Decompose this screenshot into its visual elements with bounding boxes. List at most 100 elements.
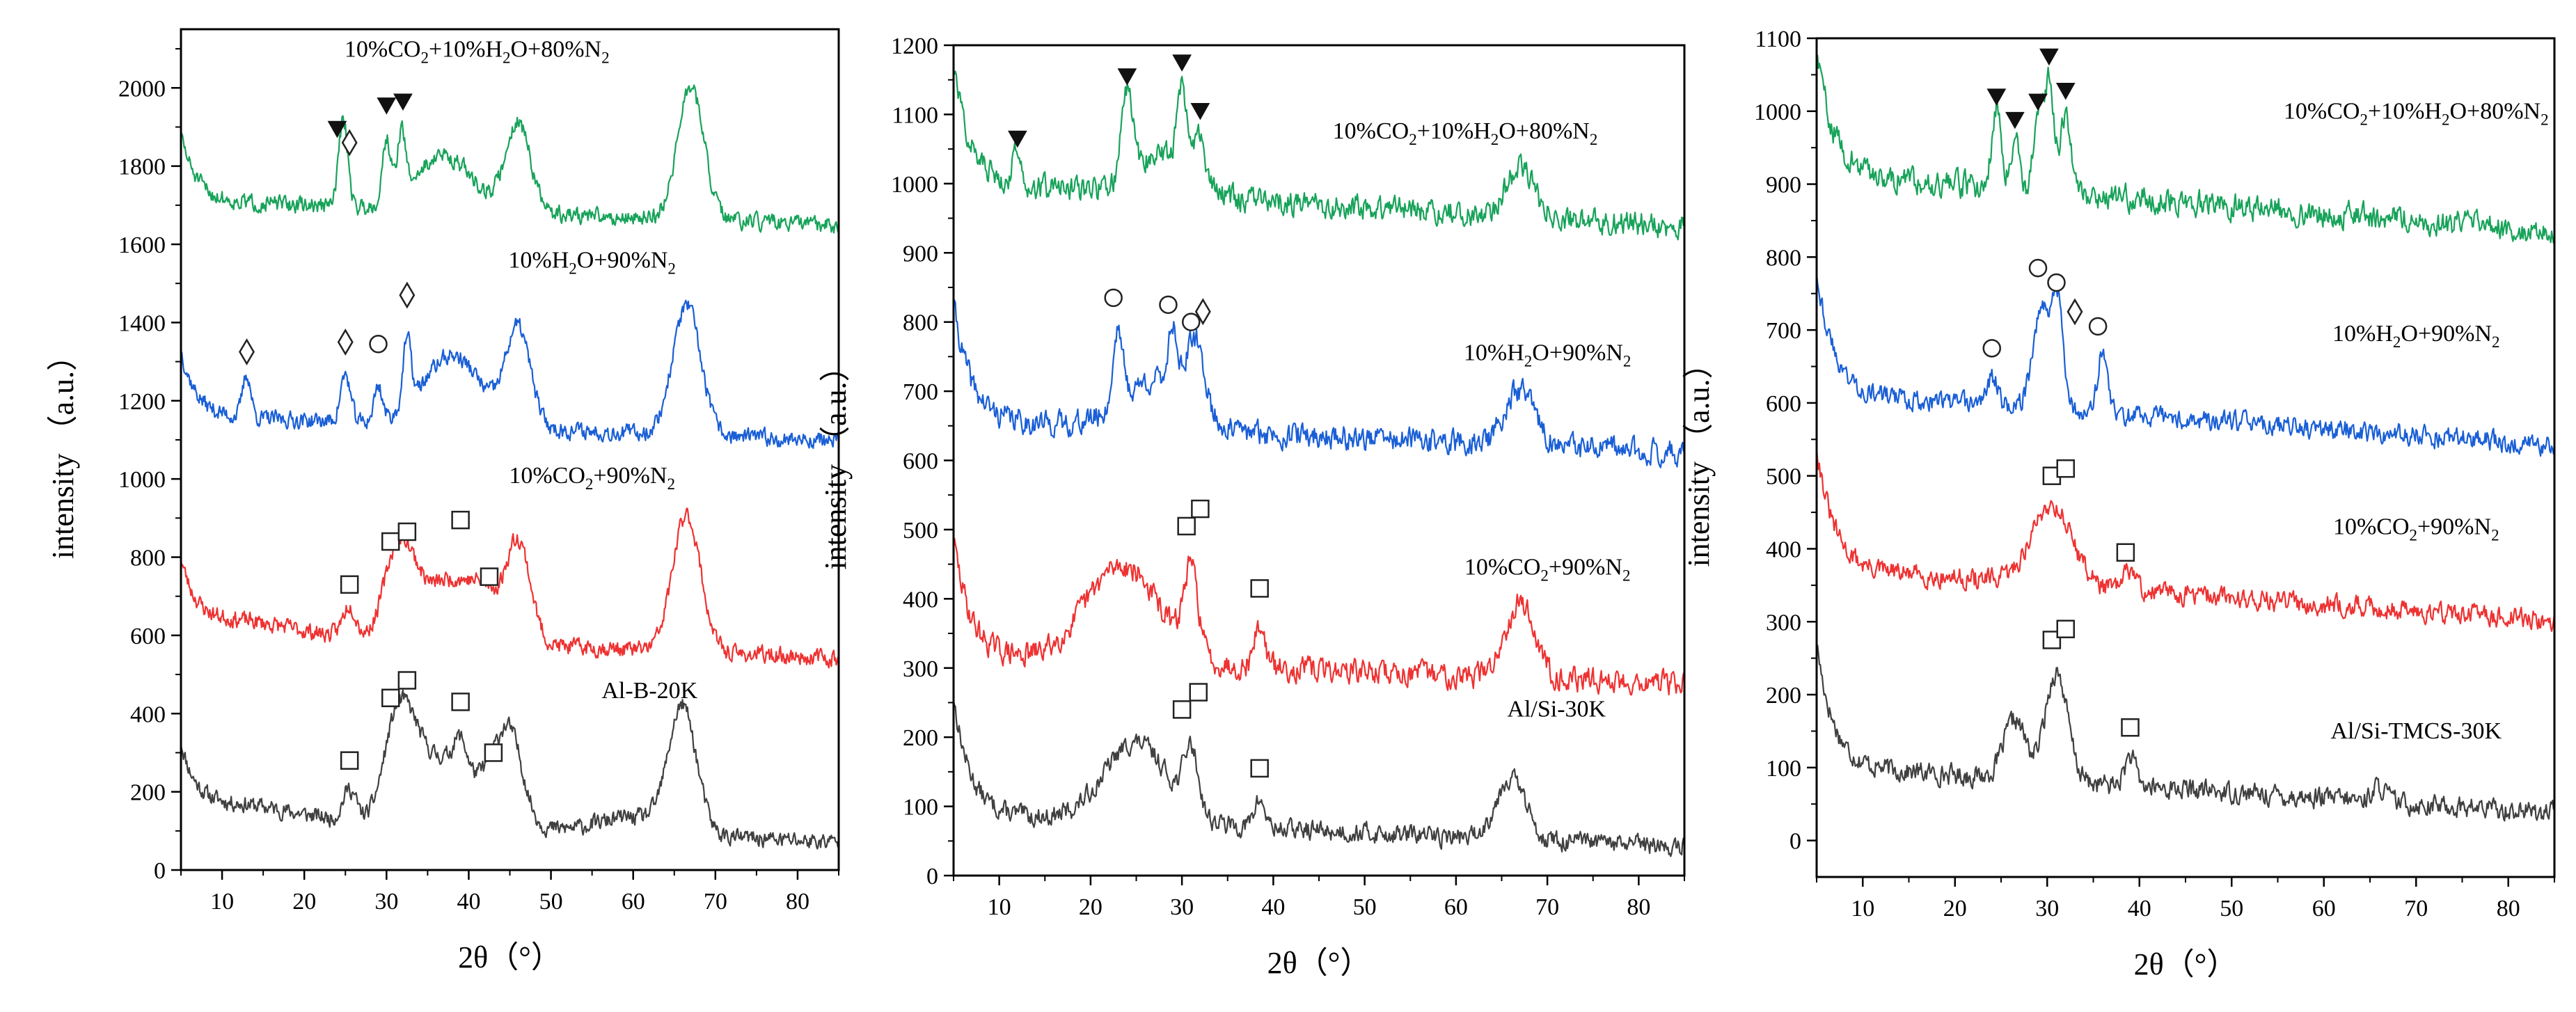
- circle-marker: [1982, 339, 2001, 358]
- y-axis-title: intensity （a.u.）: [819, 351, 853, 569]
- diamond-marker: [239, 338, 255, 366]
- square-marker: [1191, 499, 1210, 519]
- series-label-10-co2-10-h2o-80-n2: 10%CO2+10%H2O+80%N2: [1333, 118, 1598, 148]
- circle-marker: [2028, 258, 2048, 278]
- triangle-marker: [2028, 93, 2048, 111]
- square-marker: [2116, 543, 2135, 562]
- y-tick-label: 100: [903, 795, 938, 821]
- triangle-marker: [1190, 102, 1210, 120]
- x-tick-label: 40: [2128, 896, 2151, 922]
- square-marker: [1189, 683, 1208, 702]
- circle-marker: [2047, 273, 2066, 292]
- square-marker: [2056, 619, 2075, 638]
- series-label-10-h2o-90-n2: 10%H2O+90%N2: [508, 248, 676, 278]
- x-tick-label: 50: [2220, 896, 2243, 922]
- y-tick-label: 500: [903, 518, 938, 544]
- x-tick-label: 10: [210, 889, 234, 915]
- y-tick-label: 0: [926, 864, 938, 890]
- square-marker: [340, 575, 359, 594]
- panel-middle: 10 20 30 40 50 60 70 80010020030040050060070080…: [819, 33, 1686, 980]
- y-tick-label: 1800: [118, 155, 166, 180]
- triangle-marker: [327, 120, 347, 139]
- series-label-10-co2-10-h2o-80-n2: 10%CO2+10%H2O+80%N2: [2284, 98, 2549, 128]
- series-curve-al-si-30k: [952, 700, 1686, 857]
- series-label-10-co2-90-n2: 10%CO2+90%N2: [509, 463, 675, 493]
- y-tick-label: 1600: [118, 232, 166, 258]
- triangle-marker: [2039, 48, 2059, 66]
- series-curve-10-h2o-90-n2: [180, 299, 839, 449]
- y-tick-label: 1200: [118, 389, 166, 415]
- y-tick-label: 900: [1766, 173, 1801, 198]
- square-marker: [484, 743, 503, 762]
- series-curve-10-co2-10-h2o-80-n2: [180, 84, 840, 234]
- x-tick-label: 60: [622, 889, 645, 915]
- square-marker: [1250, 579, 1269, 598]
- circle-marker: [2088, 317, 2108, 336]
- x-tick-label: 80: [2497, 896, 2520, 922]
- series-curve-10-h2o-90-n2: [952, 299, 1685, 468]
- y-tick-label: 800: [130, 546, 166, 571]
- series-curve-al-b-20k: [180, 689, 840, 850]
- series-label-10-co2-90-n2: 10%CO2+90%N2: [2333, 514, 2499, 544]
- square-marker: [451, 693, 470, 711]
- y-tick-label: 200: [903, 725, 938, 751]
- square-marker: [397, 522, 417, 541]
- triangle-marker: [1117, 68, 1137, 86]
- square-marker: [480, 567, 499, 586]
- panel-right: 10 20 30 40 50 60 70 80010020030040050060070080…: [1682, 26, 2556, 981]
- triangle-marker: [1986, 88, 2007, 106]
- square-marker: [451, 510, 470, 530]
- triangle-marker: [377, 97, 397, 115]
- square-marker: [1250, 759, 1269, 778]
- y-tick-label: 700: [1766, 318, 1801, 344]
- series-label-al-si-tmcs-30k: Al/Si-TMCS-30K: [2330, 718, 2502, 744]
- diamond-marker: [1194, 298, 1211, 326]
- diamond-marker: [341, 129, 358, 157]
- y-tick-label: 600: [1766, 391, 1801, 417]
- series-label-al-si-30k: Al/Si-30K: [1507, 696, 1606, 722]
- y-tick-label: 800: [903, 310, 938, 336]
- triangle-marker: [1008, 130, 1027, 148]
- x-tick-label: 50: [1353, 894, 1377, 920]
- square-marker: [2121, 718, 2140, 737]
- x-tick-label: 60: [2312, 896, 2336, 922]
- x-axis-title: 2θ（°）: [2134, 947, 2238, 981]
- y-tick-label: 200: [130, 780, 166, 806]
- y-tick-label: 1000: [1754, 100, 1801, 125]
- series-curve-10-co2-10-h2o-80-n2: [952, 69, 1686, 241]
- y-tick-label: 1200: [891, 33, 938, 59]
- y-axis-title: intensity （a.u.）: [1682, 348, 1716, 567]
- x-tick-label: 70: [1535, 894, 1559, 920]
- series-curve-10-co2-10-h2o-80-n2: [1816, 54, 2555, 244]
- square-marker: [381, 688, 400, 708]
- series-label-10-co2-10-h2o-80-n2: 10%CO2+10%H2O+80%N2: [345, 36, 610, 66]
- y-tick-label: 1000: [118, 467, 166, 493]
- diamond-marker: [337, 329, 354, 356]
- x-tick-label: 40: [457, 889, 480, 915]
- x-axis-title: 2θ（°）: [458, 940, 562, 974]
- x-tick-label: 20: [1943, 896, 1967, 922]
- series-curve-10-co2-90-n2: [1815, 448, 2556, 632]
- y-tick-label: 800: [1766, 245, 1801, 271]
- square-marker: [340, 751, 359, 770]
- x-tick-label: 30: [374, 889, 398, 915]
- y-tick-label: 700: [903, 379, 938, 405]
- square-marker: [2042, 631, 2062, 649]
- triangle-marker: [2005, 111, 2025, 129]
- y-axis-title: intensity （a.u.）: [46, 340, 80, 559]
- square-marker: [2056, 459, 2075, 478]
- square-marker: [1177, 516, 1196, 536]
- x-tick-label: 20: [292, 889, 316, 915]
- plot-frame: [952, 44, 1686, 877]
- series-curve-10-co2-90-n2: [952, 537, 1686, 696]
- circle-marker: [1159, 295, 1178, 315]
- x-tick-label: 70: [704, 889, 727, 915]
- y-tick-label: 900: [903, 241, 938, 267]
- x-tick-label: 70: [2404, 896, 2428, 922]
- y-tick-label: 300: [1766, 610, 1801, 635]
- y-tick-label: 1100: [892, 102, 938, 128]
- diamond-marker: [2067, 298, 2083, 326]
- x-tick-label: 60: [1444, 894, 1468, 920]
- triangle-marker: [2055, 82, 2076, 100]
